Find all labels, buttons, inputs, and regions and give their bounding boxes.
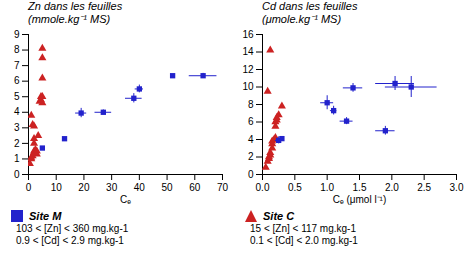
svg-text:6: 6: [248, 116, 254, 127]
html-text:15 < [Zn] < 117 mg.kg-1: 15 < [Zn] < 117 mg.kg-1: [250, 223, 356, 234]
svg-text:16: 16: [242, 29, 254, 40]
html-text:Zn dans les feuilles: Zn dans les feuilles: [28, 0, 123, 12]
svg-text:40: 40: [134, 182, 146, 193]
html-text:Cd dans les feuilles: Cd dans les feuilles: [262, 0, 358, 12]
html-text:Site C: Site C: [263, 209, 295, 222]
svg-text:14: 14: [242, 46, 254, 57]
svg-text:Cₑ (μmol l⁻¹): Cₑ (μmol l⁻¹): [333, 194, 387, 205]
svg-text:3: 3: [14, 122, 20, 133]
html-text:0.1 < [Cd] < 2.0 mg.kg-1: 0.1 < [Cd] < 2.0 mg.kg-1: [250, 235, 358, 246]
svg-text:1: 1: [14, 153, 20, 164]
svg-text:1.0: 1.0: [320, 182, 334, 193]
svg-text:70: 70: [217, 182, 229, 193]
svg-text:10: 10: [242, 81, 254, 92]
svg-text:0.0: 0.0: [256, 182, 270, 193]
svg-text:9: 9: [14, 29, 20, 40]
svg-text:2.0: 2.0: [385, 182, 399, 193]
html-text:(mmole.kg⁻¹ MS): (mmole.kg⁻¹ MS): [28, 13, 111, 25]
svg-text:4: 4: [248, 134, 254, 145]
html-text:0.9 < [Cd] < 2.9 mg.kg-1: 0.9 < [Cd] < 2.9 mg.kg-1: [16, 235, 124, 246]
svg-text:2: 2: [14, 138, 20, 149]
svg-text:Cₑ: Cₑ: [120, 194, 131, 205]
svg-text:5: 5: [14, 91, 20, 102]
svg-text:10: 10: [51, 182, 63, 193]
svg-text:3.0: 3.0: [450, 182, 464, 193]
svg-text:2.5: 2.5: [417, 182, 431, 193]
svg-text:1.5: 1.5: [353, 182, 367, 193]
svg-text:2: 2: [248, 151, 254, 162]
svg-text:50: 50: [162, 182, 174, 193]
svg-text:20: 20: [78, 182, 90, 193]
svg-text:8: 8: [14, 44, 20, 55]
svg-text:6: 6: [14, 75, 20, 86]
svg-text:0.5: 0.5: [288, 182, 302, 193]
svg-text:7: 7: [14, 60, 20, 71]
svg-text:0: 0: [14, 169, 20, 180]
html-text:Site M: Site M: [29, 209, 62, 222]
svg-text:30: 30: [106, 182, 118, 193]
svg-text:4: 4: [14, 106, 20, 117]
svg-text:0: 0: [248, 169, 254, 180]
svg-text:0: 0: [26, 182, 32, 193]
svg-text:8: 8: [248, 99, 254, 110]
svg-text:12: 12: [242, 64, 254, 75]
html-text:103 < [Zn] < 360 mg.kg-1: 103 < [Zn] < 360 mg.kg-1: [16, 223, 129, 234]
html-text:(μmole.kg⁻¹ MS): (μmole.kg⁻¹ MS): [262, 13, 342, 25]
svg-text:60: 60: [189, 182, 201, 193]
